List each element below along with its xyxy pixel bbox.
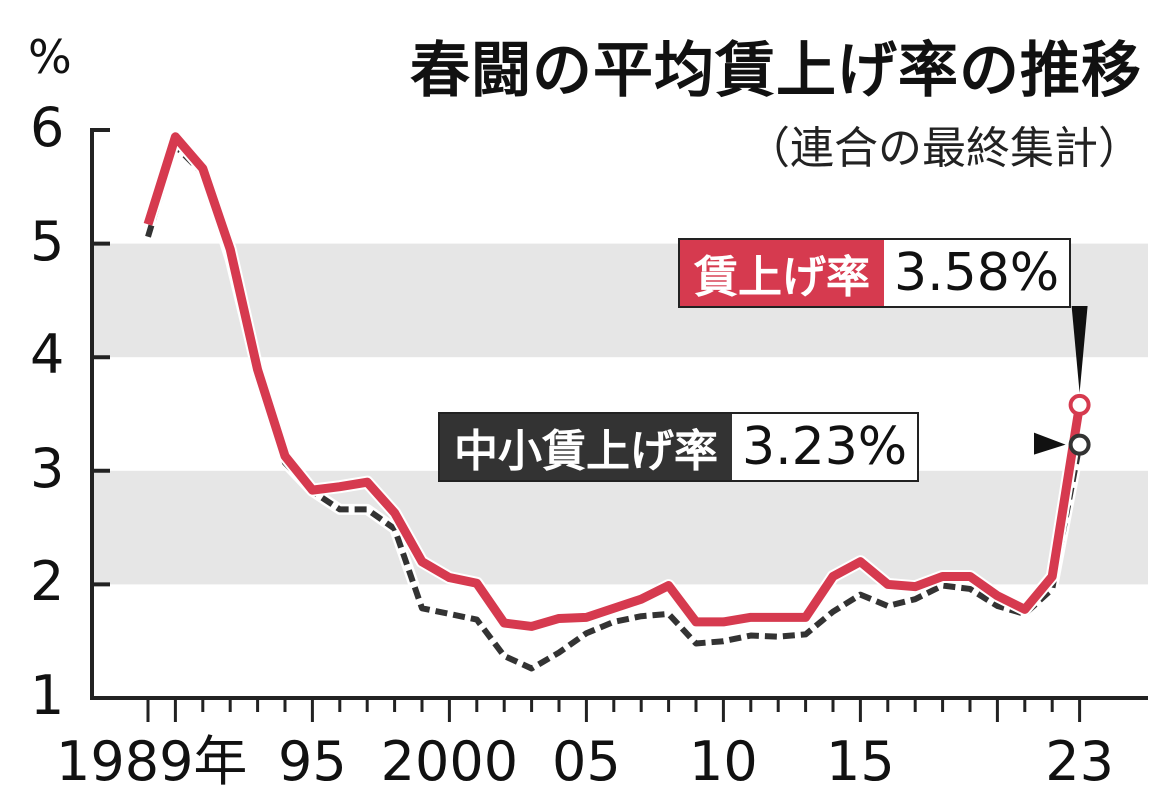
chart-title: 春闘の平均賃上げ率の推移 [410, 36, 1142, 106]
sme-end-marker [1068, 433, 1091, 456]
sme-rate-label: 中小賃上げ率 3.23% [438, 412, 920, 482]
series-lines [141, 130, 1087, 674]
y-tick-label: 4 [30, 323, 65, 387]
wage-end-marker [1068, 393, 1091, 416]
wage-rate-name: 賃上げ率 [680, 240, 884, 306]
chart-subtitle: （連合の最終集計） [746, 123, 1142, 174]
y-tick-label: 2 [30, 550, 65, 614]
y-unit-label: % [28, 30, 72, 84]
wage-pointer-arrow [1071, 306, 1088, 393]
x-tick-label: 10 [689, 730, 758, 793]
x-tick-label: 95 [278, 730, 347, 793]
axes [90, 128, 1148, 722]
y-tick-label: 3 [30, 436, 65, 500]
wage-rate-label: 賃上げ率 3.58% [678, 238, 1072, 308]
x-tick-label: 15 [826, 730, 895, 793]
x-tick-label: 05 [552, 730, 621, 793]
sme-line-halo [142, 140, 1086, 674]
band-2-3 [92, 470, 1148, 585]
sme-pointer-arrow [1034, 432, 1066, 455]
wage-series-line [143, 132, 1085, 631]
sme-rate-value: 3.23% [732, 414, 918, 480]
end-markers [1034, 306, 1091, 456]
y-tick-label: 5 [30, 209, 65, 273]
x-tick-label: 1989年 [56, 730, 248, 793]
sme-rate-name: 中小賃上げ率 [440, 414, 732, 480]
x-tick-label: 23 [1045, 730, 1114, 793]
x-tick-label: 2000 [380, 730, 519, 793]
y-tick-label: 6 [30, 96, 65, 159]
wage-rate-value: 3.58% [884, 240, 1070, 306]
y-tick-label: 1 [30, 664, 65, 727]
